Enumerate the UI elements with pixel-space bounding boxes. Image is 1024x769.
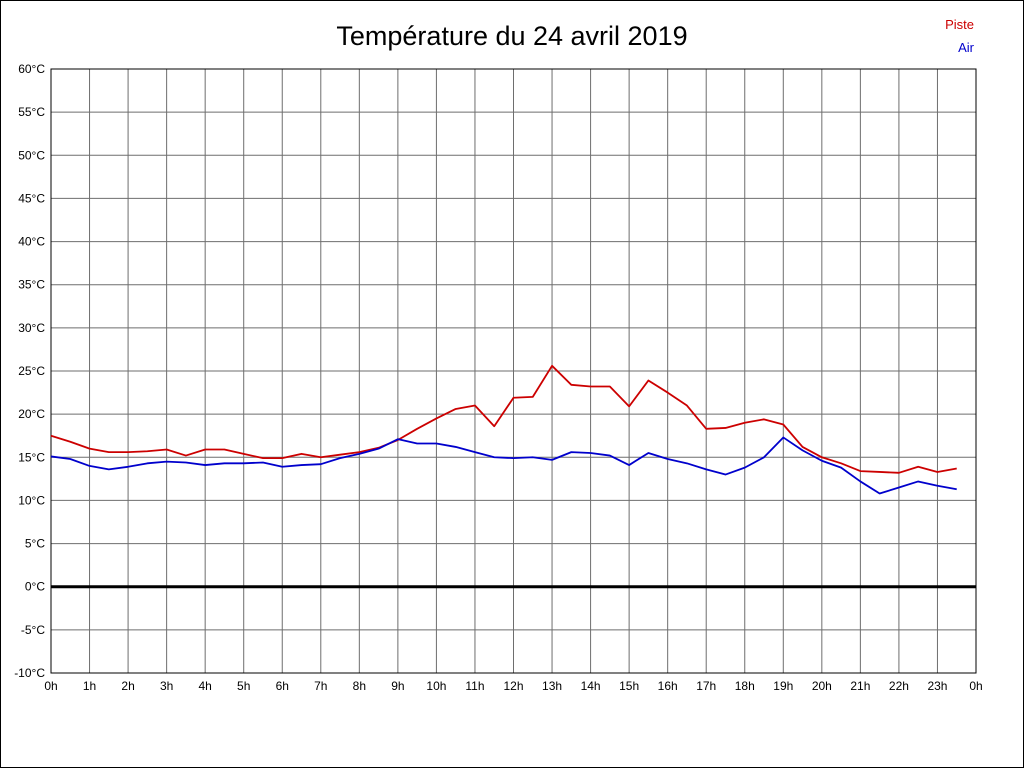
x-tick-label: 18h <box>735 679 755 693</box>
y-tick-label: -5°C <box>21 623 45 637</box>
x-tick-label: 10h <box>426 679 446 693</box>
x-tick-label: 15h <box>619 679 639 693</box>
legend-item-piste: Piste <box>945 17 974 32</box>
y-tick-label: -10°C <box>14 666 45 680</box>
x-tick-label: 22h <box>889 679 909 693</box>
x-tick-label: 11h <box>465 679 484 693</box>
x-tick-label: 17h <box>696 679 716 693</box>
y-tick-label: 10°C <box>18 493 45 507</box>
plot-border <box>50 68 977 674</box>
x-tick-label: 23h <box>927 679 947 693</box>
y-tick-label: 30°C <box>18 321 45 335</box>
x-tick-label: 12h <box>503 679 523 693</box>
y-tick-label: 5°C <box>25 537 45 551</box>
x-tick-label: 13h <box>542 679 562 693</box>
x-tick-label: 0h <box>969 679 982 693</box>
x-tick-label: 6h <box>276 679 289 693</box>
y-tick-label: 40°C <box>18 235 45 249</box>
y-tick-label: 50°C <box>18 148 45 162</box>
y-tick-label: 20°C <box>18 407 45 421</box>
x-tick-label: 9h <box>391 679 404 693</box>
y-tick-label: 35°C <box>18 278 45 292</box>
y-tick-label: 55°C <box>18 105 45 119</box>
y-tick-label: 15°C <box>18 450 45 464</box>
y-tick-label: 60°C <box>18 62 45 76</box>
x-tick-label: 8h <box>353 679 366 693</box>
x-tick-label: 14h <box>581 679 601 693</box>
series-air-line <box>50 436 957 495</box>
x-tick-label: 20h <box>812 679 832 693</box>
x-tick-label: 19h <box>773 679 793 693</box>
y-tick-label: 25°C <box>18 364 45 378</box>
x-tick-label: 5h <box>237 679 250 693</box>
x-tick-label: 7h <box>314 679 327 693</box>
legend-item-air: Air <box>958 40 974 55</box>
x-tick-label: 3h <box>160 679 173 693</box>
chart-legend: Piste Air <box>945 13 974 59</box>
page-title: Température du 24 avril 2019 <box>336 21 688 51</box>
x-tick-label: 0h <box>44 679 57 693</box>
x-tick-label: 2h <box>121 679 134 693</box>
series-piste-line <box>50 364 957 474</box>
y-tick-label: 0°C <box>25 580 45 594</box>
x-tick-label: 1h <box>83 679 96 693</box>
x-tick-label: 21h <box>850 679 870 693</box>
x-tick-label: 16h <box>658 679 678 693</box>
y-tick-label: 45°C <box>18 191 45 205</box>
x-tick-label: 4h <box>198 679 211 693</box>
